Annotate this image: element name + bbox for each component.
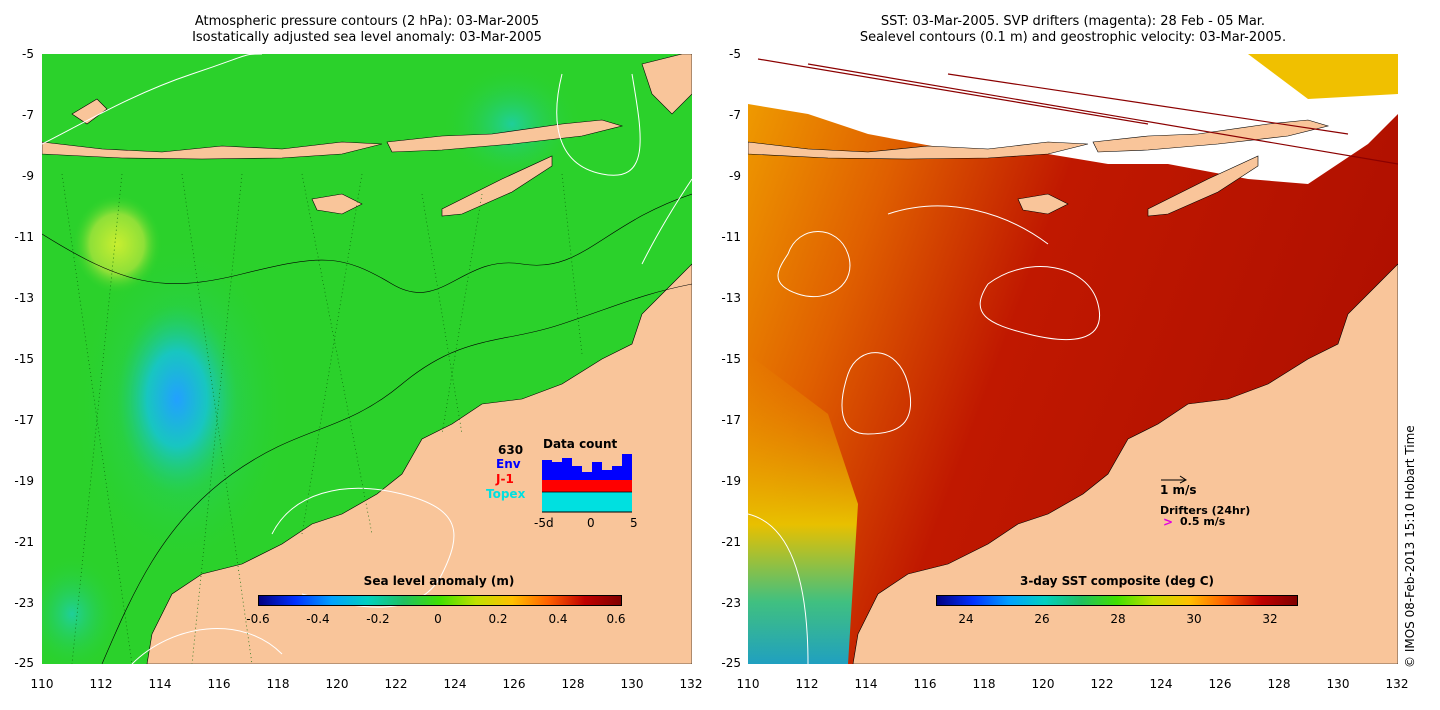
left-colorbar-title: Sea level anomaly (m) [363, 574, 515, 588]
right-title-line1: SST: 03-Mar-2005. SVP drifters (magenta)… [880, 14, 1266, 29]
lon-tick: 132 [679, 677, 703, 691]
lon-tick: 118 [266, 677, 290, 691]
left-cbar-tick: 0.6 [606, 612, 626, 626]
left-cbar-tick: -0.6 [246, 612, 270, 626]
drifters-label: Drifters (24hr) [1160, 504, 1251, 517]
inset-x-label: 0 [587, 516, 595, 530]
lat-tick: -23 [721, 596, 741, 610]
lon-tick: 132 [1385, 677, 1409, 691]
data-count-title: Data count [543, 437, 618, 451]
lon-tick: 130 [1326, 677, 1350, 691]
lon-tick: 114 [854, 677, 878, 691]
lon-tick: 124 [443, 677, 467, 691]
lon-tick: 120 [325, 677, 349, 691]
lon-tick: 122 [1090, 677, 1114, 691]
right-cbar-tick: 30 [1186, 612, 1202, 626]
left-cbar-tick: 0.4 [548, 612, 568, 626]
nusa-islands [1092, 119, 1330, 153]
lat-tick: -11 [14, 230, 34, 244]
sst-colorbar [936, 595, 1298, 606]
right-title-line2: Sealevel contours (0.1 m) and geostrophi… [859, 30, 1287, 45]
inset-x-label: -5d [534, 516, 554, 530]
left-cbar-tick: 0 [434, 612, 442, 626]
lat-tick: -15 [721, 352, 741, 366]
lat-tick: -13 [721, 291, 741, 305]
java-island [748, 141, 1089, 160]
lat-tick: -17 [721, 413, 741, 427]
lat-tick: -15 [14, 352, 34, 366]
j1-label: J-1 [496, 472, 514, 486]
lat-tick: -25 [14, 656, 34, 670]
lat-tick: -5 [22, 47, 34, 61]
lon-tick: 120 [1031, 677, 1055, 691]
sea-level-colorbar [258, 595, 622, 606]
left-cbar-tick: -0.2 [366, 612, 390, 626]
lon-tick: 130 [620, 677, 644, 691]
right-cbar-tick: 28 [1110, 612, 1126, 626]
lat-tick: -11 [721, 230, 741, 244]
lat-tick: -21 [14, 535, 34, 549]
lon-tick: 128 [1267, 677, 1291, 691]
lon-tick: 126 [1208, 677, 1232, 691]
sea-level-anomaly-map [42, 54, 692, 664]
timor-island [1147, 155, 1259, 217]
lat-tick: -5 [729, 47, 741, 61]
data-count-total: 630 [498, 443, 524, 457]
australia-landmass [146, 263, 692, 664]
lon-tick: 118 [972, 677, 996, 691]
lat-tick: -17 [14, 413, 34, 427]
lon-tick: 126 [502, 677, 526, 691]
lat-tick: -21 [721, 535, 741, 549]
lon-tick: 110 [30, 677, 54, 691]
velocity-arrow-icon [1161, 475, 1187, 484]
data-count-histogram [542, 454, 632, 513]
island-small-2 [641, 54, 692, 115]
right-colorbar-title: 3-day SST composite (deg C) [1019, 574, 1215, 588]
drifter-glyph: > [1163, 515, 1174, 529]
lon-tick: 124 [1149, 677, 1173, 691]
lat-tick: -19 [721, 474, 741, 488]
lat-tick: -7 [22, 108, 34, 122]
left-map-title: Atmospheric pressure contours (2 hPa): 0… [42, 14, 692, 46]
lat-tick: -25 [721, 656, 741, 670]
no-data-region [748, 54, 1398, 184]
australia-landmass [852, 263, 1398, 664]
velocity-scale-label: 1 m/s [1160, 483, 1197, 497]
topex-label: Topex [486, 487, 526, 501]
right-map-title: SST: 03-Mar-2005. SVP drifters (magenta)… [748, 14, 1398, 46]
lon-tick: 114 [148, 677, 172, 691]
left-cbar-tick: -0.4 [306, 612, 330, 626]
lon-tick: 112 [89, 677, 113, 691]
lon-tick: 128 [561, 677, 585, 691]
lat-tick: -13 [14, 291, 34, 305]
lat-tick: -19 [14, 474, 34, 488]
lat-tick: -9 [729, 169, 741, 183]
right-cbar-tick: 26 [1034, 612, 1050, 626]
lat-tick: -9 [22, 169, 34, 183]
right-cbar-tick: 24 [958, 612, 974, 626]
lon-tick: 116 [207, 677, 231, 691]
left-cbar-tick: 0.2 [488, 612, 508, 626]
timor-island [441, 155, 553, 217]
lon-tick: 112 [795, 677, 819, 691]
nusa-islands [386, 119, 624, 153]
lon-tick: 110 [736, 677, 760, 691]
env-label: Env [496, 457, 521, 471]
lon-tick: 122 [384, 677, 408, 691]
lon-tick: 116 [913, 677, 937, 691]
left-title-line1: Atmospheric pressure contours (2 hPa): 0… [194, 14, 540, 29]
sumba-island [311, 193, 363, 215]
right-cbar-tick: 32 [1262, 612, 1278, 626]
sumba-island [1017, 193, 1069, 215]
island-small-1 [71, 98, 108, 125]
copyright-notice: © IMOS 08-Feb-2013 15:10 Hobart Time [1403, 425, 1417, 668]
lat-tick: -23 [14, 596, 34, 610]
left-title-line2: Isostatically adjusted sea level anomaly… [192, 30, 542, 45]
drifter-speed-label: 0.5 m/s [1180, 515, 1226, 528]
lat-tick: -7 [729, 108, 741, 122]
java-island [42, 141, 383, 160]
sst-map [748, 54, 1398, 664]
inset-x-label: 5 [630, 516, 638, 530]
